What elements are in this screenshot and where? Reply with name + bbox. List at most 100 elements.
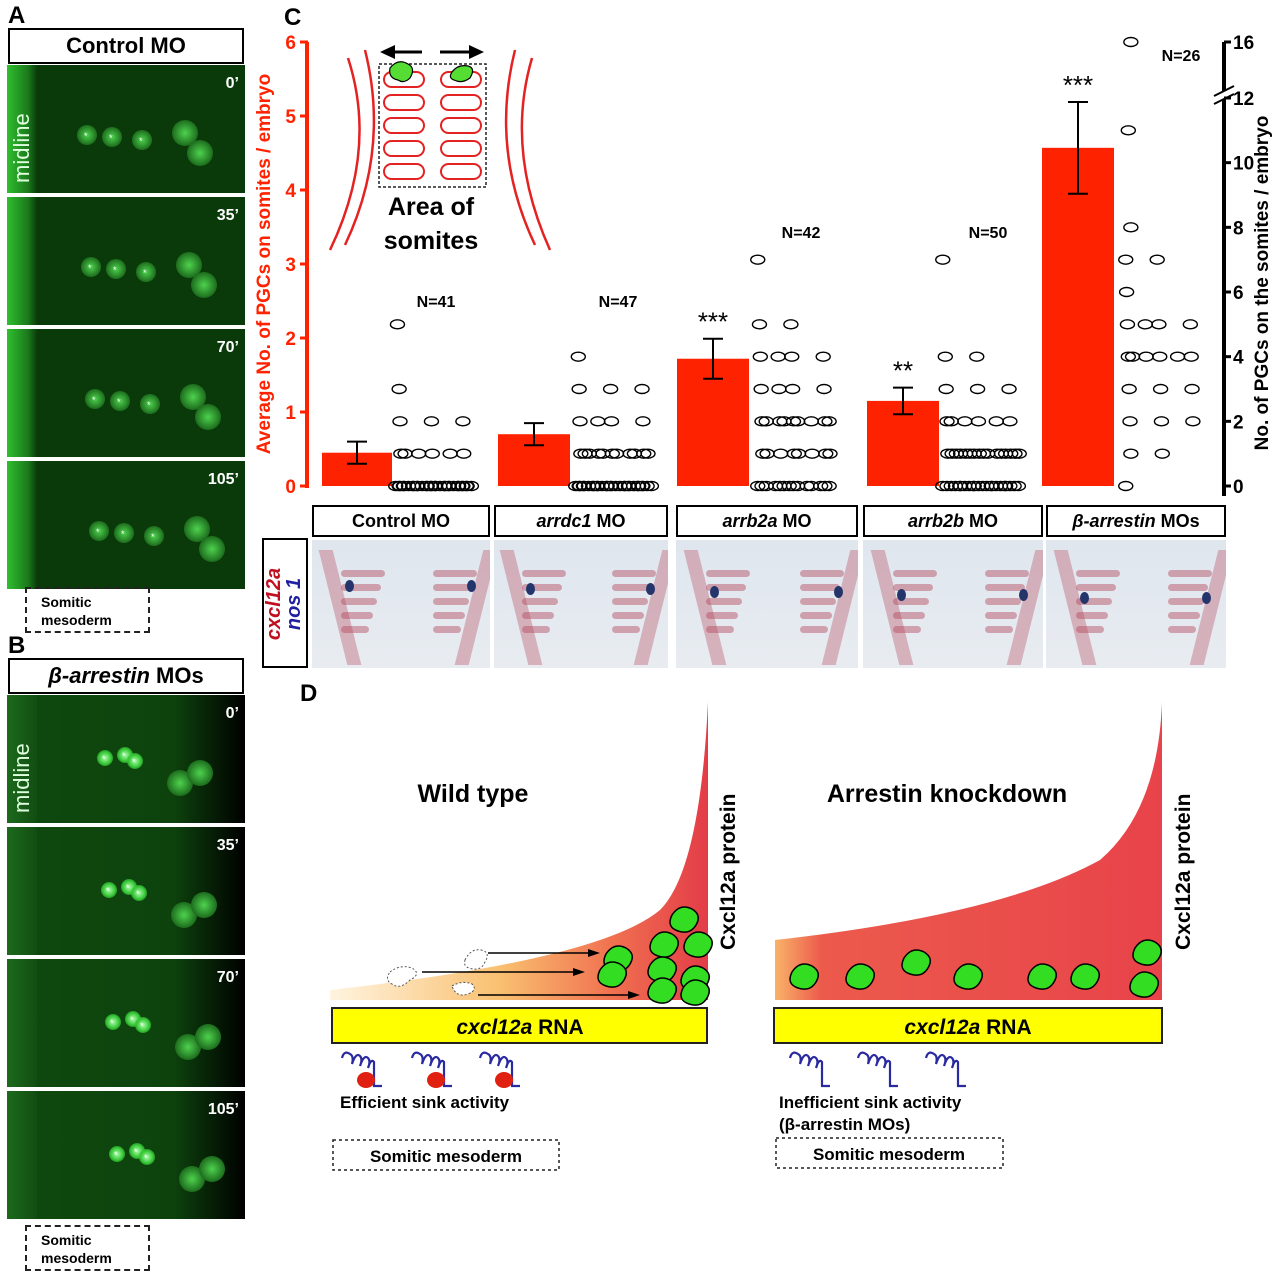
- condition-label: arrb2a MO: [676, 505, 858, 537]
- left-tick-label: 4: [285, 181, 296, 202]
- pgc-cell: [105, 1014, 121, 1030]
- n-label: N=26: [1162, 48, 1201, 65]
- scatter-point: [1185, 416, 1201, 427]
- in-situ-stain-image: [312, 540, 490, 668]
- star-marker: *: [126, 883, 130, 893]
- a-timelapse-frame-3: 70’ * * *: [7, 329, 245, 457]
- b-timelapse-frame-1: 0’ midline * * *: [7, 695, 245, 823]
- left-tick-label: 3: [285, 255, 296, 276]
- scatter-point: [776, 416, 792, 427]
- time-label: 0’: [225, 705, 239, 722]
- bar: [677, 358, 749, 486]
- in-situ-stain-image: [1046, 540, 1226, 668]
- midline-region: [7, 827, 37, 955]
- midline-region: [7, 695, 37, 823]
- star-marker: *: [88, 263, 92, 273]
- kd-rna-label: cxcl12a RNA: [904, 1016, 1031, 1039]
- left-tick-label: 2: [285, 329, 296, 350]
- scatter-point: [455, 416, 471, 427]
- scatter-point: [602, 383, 619, 395]
- wt-migration: [386, 949, 640, 999]
- scatter-point: [969, 383, 986, 395]
- footer-line-1: Somitic: [41, 594, 92, 610]
- scatter-point: [635, 416, 651, 427]
- n-label: N=42: [782, 225, 821, 242]
- midline-region: [7, 197, 37, 325]
- significance-label: **: [893, 356, 913, 386]
- stain-legend-box: cxcl12a nos 1: [262, 538, 308, 668]
- condition-label-text: MOs: [1155, 511, 1200, 531]
- scatter-point: [1118, 254, 1134, 265]
- n-label: N=41: [417, 294, 456, 311]
- arrestin-icon: [357, 1072, 375, 1088]
- right-tick-label: 0: [1233, 477, 1244, 498]
- star-marker: *: [110, 1018, 114, 1028]
- star-marker: *: [122, 751, 126, 761]
- scatter-point: [573, 448, 589, 459]
- right-tick-label: 4: [1233, 348, 1244, 369]
- scatter-point: [988, 416, 1004, 427]
- bar: [1042, 147, 1114, 486]
- arrestin-icon: [495, 1072, 513, 1088]
- in-situ-stain-image: [494, 540, 668, 668]
- scatter-point: [816, 383, 832, 395]
- receptor-icon: [856, 1051, 898, 1088]
- scatter-point: [1120, 125, 1136, 136]
- arrow-right-icon-head: [469, 45, 484, 59]
- wt-sink-text: Efficient sink activity: [340, 1093, 510, 1112]
- wt-footer-box: [332, 1139, 560, 1171]
- kd-gradient-area: [775, 702, 1162, 1000]
- scatter-point: [937, 351, 953, 362]
- pgc-outline-icon: [451, 981, 475, 996]
- scatter-point: [1152, 351, 1168, 362]
- kd-rna-bar: [773, 1007, 1163, 1044]
- scatter-point: [755, 448, 771, 459]
- pgc-cell: [102, 127, 122, 147]
- scatter-point: [952, 448, 969, 459]
- scatter-point: [1182, 319, 1199, 330]
- midline-region: [7, 1091, 37, 1219]
- pgc-outline-icon: [464, 949, 488, 970]
- scatter-point: [752, 351, 768, 362]
- scatter-point: [391, 383, 407, 395]
- time-label: 70’: [216, 339, 239, 356]
- scatter-point: [1118, 480, 1134, 492]
- pgc-icon: [901, 949, 931, 976]
- footer-line-2: mesoderm: [41, 612, 112, 628]
- b-timelapse-frame-2: 35’ * * *: [7, 827, 245, 955]
- panel-b-title: β-arrestin MOs: [8, 658, 244, 694]
- right-tick-label: 16: [1233, 33, 1254, 54]
- scatter-point: [571, 383, 587, 395]
- pgc-icon: [953, 963, 983, 990]
- scatter-point: [1123, 222, 1139, 233]
- panel-b-footer-box: Somitic mesoderm: [25, 1225, 150, 1271]
- somite-shape: [440, 140, 482, 157]
- condition-label: arrb2b MO: [863, 505, 1043, 537]
- right-tick-label: 8: [1233, 218, 1244, 239]
- b-timelapse-frame-3: 70’ * * *: [7, 959, 245, 1087]
- scatter-point: [935, 254, 951, 265]
- scatter-point: [753, 383, 769, 395]
- scatter-point: [634, 383, 650, 395]
- scatter-point: [776, 480, 792, 492]
- scatter-point: [1122, 416, 1138, 427]
- scatter-point: [770, 351, 786, 362]
- pgc-cell: [136, 262, 156, 282]
- time-label: 35’: [216, 837, 239, 854]
- kd-sink-text-1: Inefficient sink activity: [779, 1093, 962, 1112]
- panel-c-letter: C: [284, 4, 302, 31]
- panel-b-letter: B: [8, 632, 26, 659]
- pgc-cell: [187, 760, 213, 786]
- left-tick-label: 6: [285, 33, 296, 54]
- scatter-point: [620, 480, 637, 492]
- wt-footer: Somitic mesoderm: [370, 1147, 522, 1166]
- pgc-outline-icon: [386, 966, 417, 987]
- pgc-cell: [131, 885, 147, 901]
- scatter-point: [1183, 351, 1199, 362]
- in-situ-stain-image: [863, 540, 1043, 668]
- pgc-icon: [649, 931, 679, 958]
- scatter-point: [790, 448, 807, 459]
- scatter-point: [997, 448, 1014, 459]
- somite-schematic: [328, 45, 552, 251]
- wt-rna-label: cxcl12a RNA: [456, 1016, 583, 1039]
